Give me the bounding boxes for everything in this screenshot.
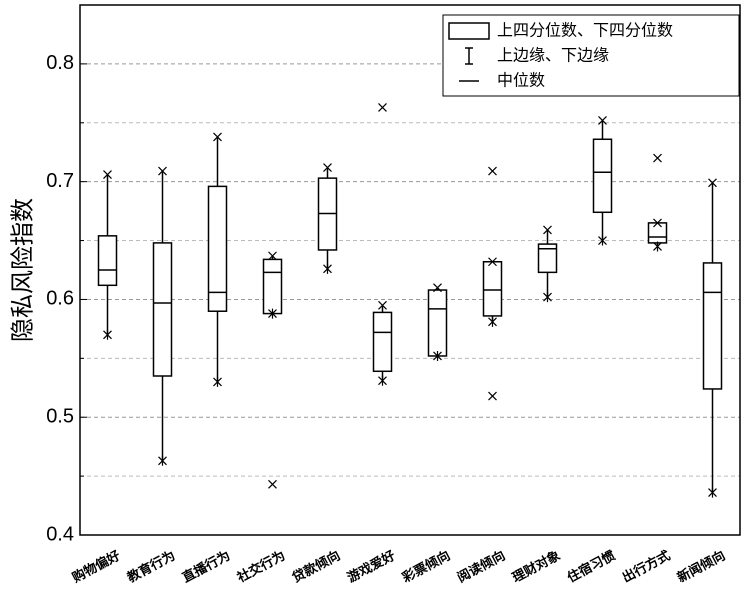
outlier (488, 166, 497, 176)
max-marker (378, 300, 387, 310)
x-tick-label: 阅读倾向 (455, 547, 508, 586)
min-marker (323, 263, 332, 274)
box (262, 258, 283, 315)
box (207, 185, 228, 312)
legend-whisker-icon (465, 47, 473, 65)
max-marker (323, 163, 332, 172)
min-marker (543, 292, 552, 303)
x-tick-label: 新闻倾向 (675, 547, 728, 586)
max-marker (103, 170, 112, 180)
min-marker (268, 308, 277, 319)
min-marker (158, 455, 167, 466)
min-marker (213, 376, 222, 387)
y-tick-label: 0.8 (46, 52, 74, 74)
max-marker (488, 257, 497, 267)
x-tick-label: 彩票倾向 (399, 547, 453, 586)
legend-frame (442, 14, 740, 97)
max-marker (708, 178, 717, 188)
legend-label: 上边缘、下边缘 (497, 46, 609, 65)
legend-label: 上四分位数、下四分位数 (497, 21, 673, 40)
x-tick-label: 游戏爱好 (345, 547, 398, 586)
x-tick-label: 出行方式 (620, 547, 673, 586)
max-marker (213, 132, 222, 142)
box (97, 235, 118, 287)
x-tick-label: 直播行为 (180, 547, 233, 586)
min-marker (378, 375, 387, 386)
max-marker (598, 115, 607, 125)
box (537, 243, 558, 274)
box (482, 261, 503, 317)
min-marker (598, 235, 607, 246)
x-tick-label: 购物偏好 (70, 547, 123, 586)
box (152, 242, 173, 377)
legend-box-icon (448, 22, 490, 40)
x-tick-label: 教育行为 (124, 547, 178, 586)
x-tick-label: 社交行为 (234, 547, 288, 586)
y-tick-label: 0.6 (46, 288, 74, 310)
y-tick-label: 0.5 (46, 406, 74, 428)
box (427, 289, 448, 357)
x-tick-label: 理财对象 (510, 547, 563, 586)
box (372, 311, 393, 373)
box (702, 262, 723, 390)
plot-frame (79, 4, 741, 536)
max-marker (268, 251, 277, 261)
y-tick-label: 0.7 (46, 170, 74, 192)
max-marker (433, 283, 442, 293)
min-marker (653, 241, 662, 252)
min-marker (103, 329, 112, 340)
outlier (488, 391, 497, 401)
outlier (653, 153, 662, 163)
box (647, 222, 668, 244)
y-axis-label: 隐私风险指数 (9, 198, 37, 342)
min-marker (433, 350, 442, 361)
x-tick-label: 住宿习惯 (565, 547, 618, 586)
y-tick-label: 0.4 (46, 523, 74, 545)
x-tick-label: 贷款倾向 (290, 547, 343, 586)
legend-label: 中位数 (497, 71, 545, 90)
min-marker (488, 316, 497, 327)
max-marker (158, 166, 167, 176)
box (592, 138, 613, 214)
min-marker (708, 487, 717, 498)
outlier (378, 103, 387, 112)
outlier (268, 479, 277, 489)
max-marker (653, 218, 662, 228)
max-marker (543, 225, 552, 235)
